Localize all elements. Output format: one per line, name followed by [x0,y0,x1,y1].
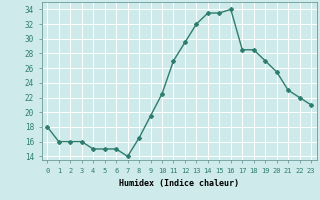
X-axis label: Humidex (Indice chaleur): Humidex (Indice chaleur) [119,179,239,188]
